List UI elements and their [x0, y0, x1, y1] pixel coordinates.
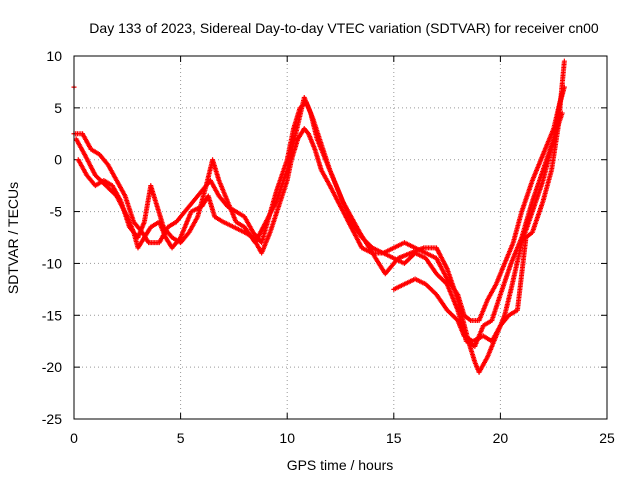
x-tick-label: 15	[386, 430, 402, 446]
chart-title: Day 133 of 2023, Sidereal Day-to-day VTE…	[89, 20, 599, 36]
series-track-b	[71, 89, 565, 323]
x-tick-label: 25	[599, 430, 615, 446]
y-tick-label: -15	[42, 307, 62, 323]
x-tick-label: 0	[70, 430, 78, 446]
y-tick-label: -10	[42, 255, 62, 271]
plot-border	[73, 55, 608, 420]
x-tick-label: 10	[279, 430, 295, 446]
y-tick-label: -5	[50, 204, 63, 220]
x-axis-label: GPS time / hours	[287, 457, 394, 473]
series-track-c	[75, 84, 567, 375]
data-point	[561, 58, 567, 64]
axes: 0 5 10 15 20 25 -25 -20 -15 -10 -5 0 5 10	[42, 48, 615, 446]
y-tick-label: 10	[46, 48, 62, 64]
y-axis-label: SDTVAR / TECUs	[5, 182, 21, 294]
y-tick-label: -25	[42, 411, 62, 427]
x-tick-label: 20	[493, 430, 509, 446]
data-points	[71, 58, 567, 375]
y-tick-label: 0	[54, 152, 62, 168]
series-track-d	[391, 58, 567, 344]
y-tick-label: -20	[42, 359, 62, 375]
y-tick-label: 5	[54, 100, 62, 116]
x-tick-label: 5	[177, 430, 185, 446]
